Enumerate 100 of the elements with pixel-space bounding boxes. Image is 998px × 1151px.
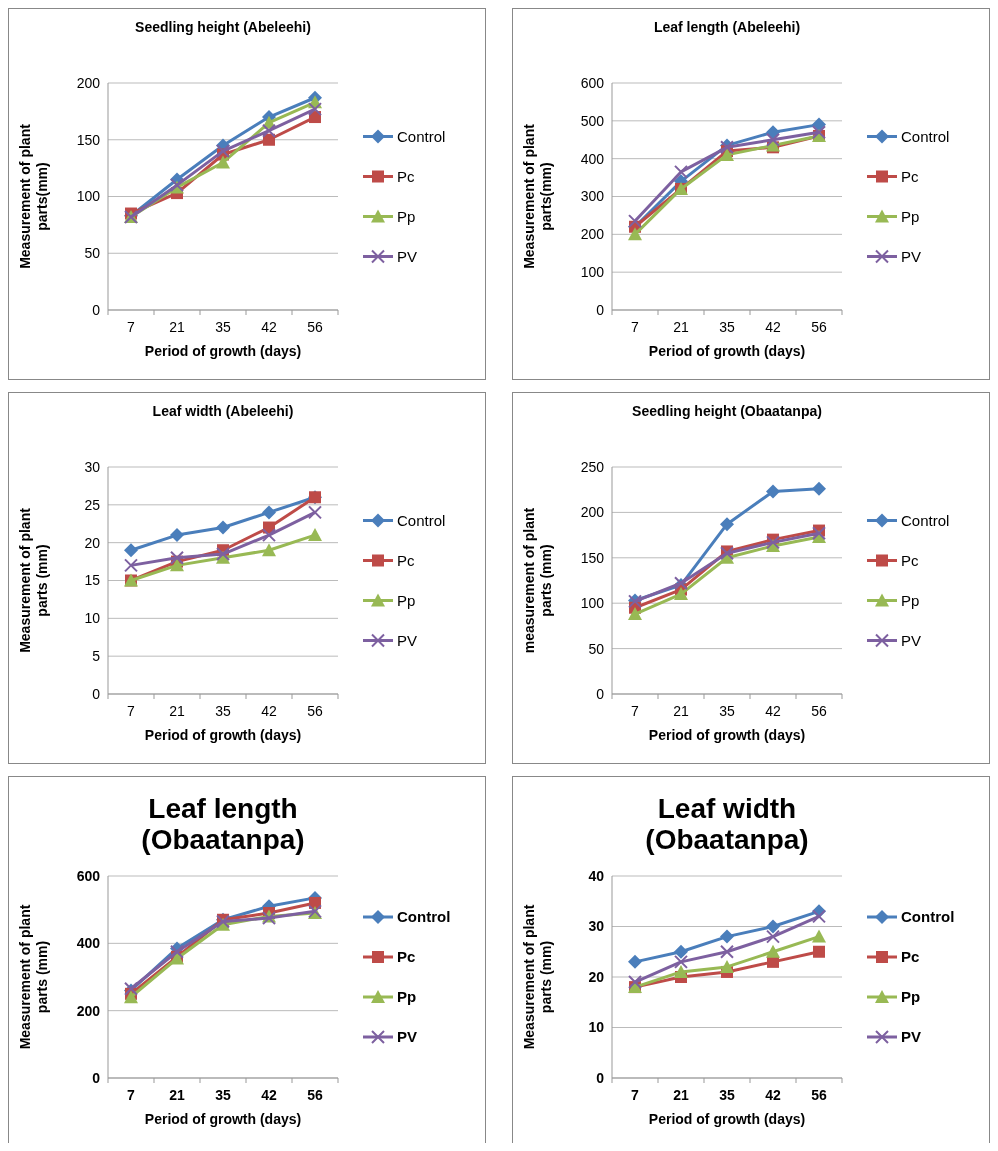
legend-label: Pp [397, 207, 416, 225]
x-tick-label: 42 [261, 1087, 277, 1103]
legend-label: Pp [397, 988, 417, 1006]
x-axis-title: Period of growth (days) [648, 343, 806, 359]
legend-label: Pc [901, 948, 920, 966]
y-tick-label: 0 [92, 301, 101, 318]
point [766, 929, 780, 944]
point [674, 954, 688, 969]
legend-label: PV [397, 1028, 418, 1046]
point [812, 481, 826, 496]
chart-title: Leaf width (Abeleehi) [152, 403, 294, 419]
legend-label: PV [397, 247, 418, 265]
point [216, 144, 230, 159]
y-tick-label: 50 [588, 640, 605, 657]
x-tick-label: 7 [127, 319, 136, 335]
x-tick-label: 21 [169, 1087, 185, 1103]
point [628, 954, 642, 969]
point [262, 528, 276, 543]
point [308, 102, 322, 117]
point [812, 909, 826, 924]
y-tick-label: 250 [580, 458, 605, 475]
legend-label: PV [397, 631, 418, 649]
legend-label: Control [901, 908, 955, 926]
legend-label: Pc [901, 551, 919, 569]
chart-title: Seedling height (Obaatanpa) [632, 403, 822, 419]
x-axis-title: Period of growth (days) [648, 1111, 806, 1127]
x-tick-label: 21 [673, 1087, 689, 1103]
legend-label: Pc [397, 167, 415, 185]
point [674, 164, 688, 179]
legend-label: PV [901, 1028, 922, 1046]
point [628, 607, 642, 621]
y-axis-title: Measurement of plant parts (mm) [17, 507, 50, 653]
legend-label: Control [397, 908, 451, 926]
x-tick-label: 35 [719, 1087, 735, 1103]
x-tick-label: 56 [811, 319, 827, 335]
point [170, 558, 184, 572]
x-tick-label: 7 [127, 1087, 136, 1103]
y-tick-label: 0 [596, 1069, 605, 1086]
x-tick-label: 21 [673, 319, 689, 335]
x-axis-title: Period of growth (days) [144, 1111, 302, 1127]
point [216, 155, 230, 169]
y-tick-label: 0 [596, 301, 605, 318]
legend-label: Control [397, 127, 446, 145]
x-axis-title: Period of growth (days) [648, 727, 806, 743]
y-tick-label: 5 [92, 648, 101, 665]
legend-label: Pc [397, 948, 416, 966]
legend-label: Pp [901, 591, 920, 609]
x-tick-label: 56 [811, 1087, 827, 1103]
y-tick-label: 200 [580, 226, 605, 243]
point [674, 944, 688, 959]
x-tick-label: 56 [307, 319, 323, 335]
y-tick-label: 200 [580, 504, 605, 521]
y-tick-label: 150 [76, 131, 101, 148]
point [766, 484, 780, 499]
y-tick-label: 100 [76, 188, 101, 205]
legend-label: Pc [397, 551, 415, 569]
point [124, 558, 138, 573]
point [720, 959, 734, 973]
point [216, 520, 230, 535]
y-tick-label: 30 [84, 458, 101, 475]
y-tick-label: 10 [588, 1019, 605, 1036]
point [170, 528, 184, 543]
x-axis-title: Period of growth (days) [144, 727, 302, 743]
point [308, 528, 322, 542]
point [170, 550, 184, 565]
x-tick-label: 42 [765, 319, 781, 335]
point [674, 587, 688, 601]
x-tick-label: 7 [631, 1087, 640, 1103]
point [813, 945, 825, 958]
point [766, 132, 780, 147]
y-tick-label: 0 [596, 685, 605, 702]
y-tick-label: 40 [588, 867, 605, 884]
point [766, 919, 780, 934]
y-axis-title: measurement of plant parts (mm) [521, 507, 554, 654]
y-tick-label: 300 [580, 188, 605, 205]
y-tick-label: 15 [84, 572, 101, 589]
x-tick-label: 56 [307, 1087, 323, 1103]
chart-title: Leaf length (Abeleehi) [653, 19, 801, 35]
y-tick-label: 600 [580, 74, 605, 91]
legend-label: Pp [901, 207, 920, 225]
y-axis-title: Measurement of plant parts (mm) [17, 904, 50, 1050]
point [628, 214, 642, 229]
y-tick-label: 400 [76, 935, 101, 952]
y-tick-label: 100 [580, 264, 605, 281]
point [720, 929, 734, 944]
point [720, 944, 734, 959]
x-tick-label: 35 [215, 703, 231, 719]
x-tick-label: 56 [811, 703, 827, 719]
x-tick-label: 7 [631, 703, 640, 719]
point [720, 517, 734, 532]
y-tick-label: 25 [84, 496, 101, 513]
x-tick-label: 42 [261, 319, 277, 335]
point [262, 543, 276, 557]
chart-title: Seedling height (Abeleehi) [135, 19, 311, 35]
x-tick-label: 56 [307, 703, 323, 719]
y-tick-label: 50 [84, 245, 101, 262]
y-tick-label: 10 [84, 610, 101, 627]
x-tick-label: 7 [631, 319, 640, 335]
point [308, 505, 322, 520]
x-axis-title: Period of growth (days) [144, 343, 302, 359]
